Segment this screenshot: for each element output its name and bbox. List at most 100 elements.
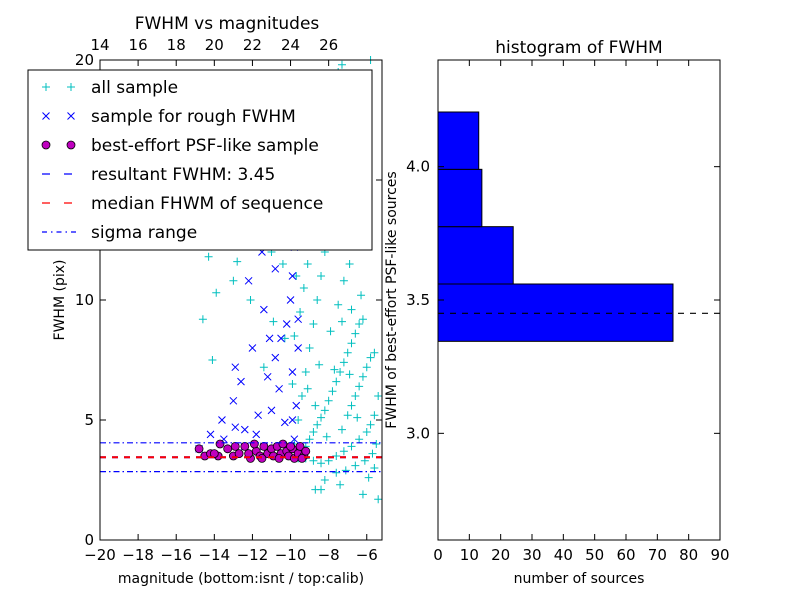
legend-marker — [42, 83, 50, 91]
x-tick-label: −12 — [237, 546, 269, 564]
all-sample-point — [337, 60, 346, 69]
scatter-legend: all sample sample for rough FWHM best-effo… — [27, 69, 373, 251]
rough-fwhm-point — [218, 416, 226, 424]
histogram-marks — [437, 111, 720, 342]
psf-like-point — [209, 449, 219, 459]
psf-like-point — [240, 441, 250, 451]
all-sample-point — [370, 348, 379, 357]
histogram-panel: histogram of FWHM 0 10 20 30 40 50 60 70 80 90 3.0… — [384, 38, 730, 587]
rough-fwhm-point — [286, 296, 295, 304]
scatter-ticks: −20 −18 −16 −14 −12 −10 −8 −6 14 16 18 20 22 24 26 0 5 10… — [75, 36, 382, 564]
rough-fwhm-point — [275, 384, 283, 393]
x-tick-label: −14 — [198, 546, 230, 564]
all-sample-point — [303, 260, 312, 268]
top-x-tick-label: 18 — [167, 36, 186, 54]
legend-label: sigma range — [91, 223, 197, 243]
legend-marker — [66, 140, 76, 150]
rough-fwhm-point — [237, 377, 245, 386]
all-sample-point — [351, 329, 360, 338]
x-tick-label: 30 — [522, 546, 541, 564]
scatter-title: FWHM vs magnitudes — [135, 14, 320, 34]
x-tick-label: −20 — [84, 546, 116, 564]
psf-like-point — [259, 441, 269, 451]
rough-fwhm-point — [244, 276, 253, 285]
x-tick-label: 70 — [648, 546, 667, 564]
all-sample-point — [332, 468, 341, 477]
all-sample-point — [229, 276, 238, 285]
y-tick-label: 20 — [75, 51, 94, 69]
all-sample-point — [372, 440, 381, 448]
all-sample-point — [366, 420, 375, 429]
all-sample-point — [368, 449, 377, 458]
all-sample-point — [322, 432, 331, 441]
psf-like-point — [230, 441, 240, 451]
all-sample-point — [357, 291, 366, 300]
all-sample-point — [290, 332, 299, 340]
rough-fwhm-point — [294, 344, 303, 352]
all-sample-point — [337, 425, 346, 434]
rough-fwhm-point — [271, 264, 280, 273]
rough-fwhm-point — [265, 334, 274, 343]
all-sample-point — [320, 406, 329, 415]
all-sample-point — [345, 260, 354, 268]
all-sample-point — [301, 368, 310, 376]
x-tick-label: 40 — [554, 546, 573, 564]
x-tick-label: −18 — [122, 546, 154, 564]
all-sample-point — [297, 392, 306, 400]
all-sample-point — [339, 276, 348, 285]
legend-label: all sample — [91, 78, 178, 98]
rough-fwhm-point — [280, 418, 289, 427]
all-sample-point — [366, 353, 375, 362]
rough-fwhm-point — [271, 353, 280, 362]
rough-fwhm-point — [288, 368, 297, 376]
all-sample-point — [355, 382, 364, 391]
psf-like-point — [234, 449, 244, 459]
all-sample-point — [362, 428, 371, 436]
all-sample-point — [334, 300, 343, 309]
y-tick-label: 5 — [84, 411, 94, 429]
all-sample-point — [288, 380, 297, 388]
all-sample-point — [294, 416, 303, 424]
scatter-panel: FWHM vs magnitudes −20 −18 −16 −14 −12 −10 −8−… — [27, 14, 383, 587]
rough-fwhm-point — [240, 425, 249, 434]
all-sample-point — [374, 392, 383, 400]
all-sample-point — [336, 480, 345, 489]
scatter-y-axis-label: FWHM (pix) — [52, 260, 68, 341]
all-sample-point — [351, 392, 360, 400]
all-sample-point — [299, 284, 308, 292]
legend-label: sample for rough FWHM — [91, 107, 296, 127]
all-sample-point — [343, 411, 352, 420]
x-tick-label: −16 — [160, 546, 192, 564]
all-sample-point — [296, 308, 305, 316]
scatter-x-axis-label: magnitude (bottom:isnt / top:calib) — [118, 571, 364, 587]
y-tick-label: 3.0 — [406, 424, 430, 442]
x-tick-label: 80 — [679, 546, 698, 564]
histogram-bar — [437, 283, 674, 342]
x-tick-label: 20 — [491, 546, 510, 564]
all-sample-point — [337, 317, 346, 326]
all-sample-point — [303, 384, 312, 393]
all-sample-point — [339, 447, 348, 456]
top-x-tick-label: 26 — [319, 36, 338, 54]
psf-like-point — [286, 441, 295, 451]
all-sample-point — [345, 370, 354, 379]
rough-fwhm-point — [260, 305, 268, 314]
legend-marker — [41, 140, 51, 150]
all-sample-point — [317, 459, 326, 468]
all-sample-point — [305, 435, 314, 444]
all-sample-point — [317, 272, 326, 280]
all-sample-point — [204, 252, 213, 261]
rough-fwhm-point — [294, 315, 303, 324]
top-x-tick-label: 20 — [205, 36, 224, 54]
all-sample-point — [280, 334, 289, 343]
rough-fwhm-point — [290, 435, 299, 444]
x-tick-label: 10 — [460, 546, 479, 564]
y-tick-label: 4.0 — [406, 158, 430, 176]
all-sample-point — [370, 464, 379, 472]
all-sample-point — [351, 461, 360, 470]
legend-marker — [67, 83, 75, 91]
all-sample-point — [355, 435, 364, 444]
all-sample-point — [324, 396, 333, 405]
all-sample-point — [212, 288, 221, 297]
psf-like-point — [223, 444, 233, 454]
